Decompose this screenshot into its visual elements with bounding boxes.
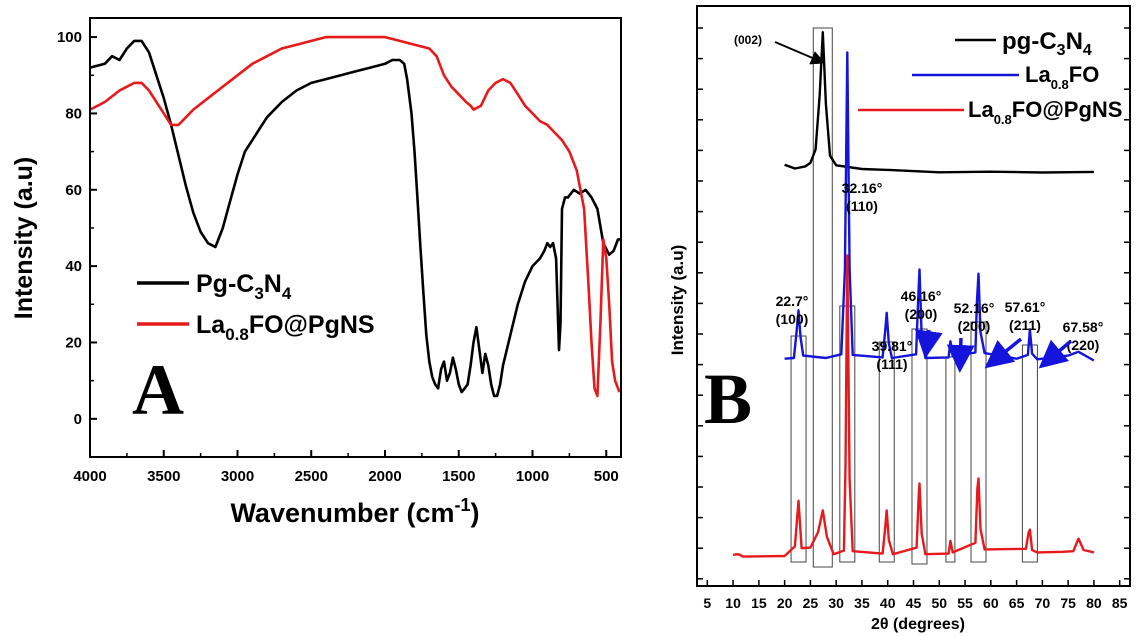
panel-a-x-tick-label: 3000 xyxy=(221,468,254,485)
panel-a-frame xyxy=(89,17,622,458)
panel-a-x-axis-title: Wavenumber (cm-1) xyxy=(230,495,479,528)
panel-b-annotations: (002) 22.7° (100) 32.16° (110) 39.81° (111) 46.… xyxy=(734,33,1104,373)
panel-a-x-tick-label: 1000 xyxy=(516,468,549,485)
panel-a-x-tick-label: 2000 xyxy=(368,468,401,485)
panel-a-x-tick-label: 3500 xyxy=(147,468,180,485)
panel-b-x-tick-label: 5 xyxy=(703,595,711,611)
panel-b-y-axis-title: Intensity (a.u) xyxy=(668,245,687,356)
panel-b: 5 10 15 20 25 30 35 40 45 50 55 60 65 70 75 80 85 2θ (de… xyxy=(668,5,1131,633)
peak-angle-label: 39.81° xyxy=(872,338,913,354)
panel-b-peak-box xyxy=(878,341,895,563)
peak-hkl-label: (211) xyxy=(1009,317,1041,333)
panel-b-peak-box xyxy=(970,321,987,563)
peak-angle-label: 57.61° xyxy=(1005,299,1046,315)
panel-b-x-axis-title: 2θ (degrees) xyxy=(871,616,965,633)
panel-b-x-tick-label: 10 xyxy=(725,595,741,611)
legend-label-pg-c3n4: pg-C3N4 xyxy=(1002,28,1092,59)
panel-b-peak-box xyxy=(1021,344,1038,563)
peak-angle-label: 32.16° xyxy=(842,180,883,196)
peak-arrow xyxy=(984,337,1023,369)
peak-arrow xyxy=(774,41,826,65)
panel-a-x-tick-label: 4000 xyxy=(73,468,106,485)
panel-a-y-tick-label: 100 xyxy=(57,29,82,46)
peak-arrow xyxy=(1038,339,1073,369)
panel-b-x-tick-label: 45 xyxy=(906,595,922,611)
panel-b-peak-box xyxy=(911,328,928,565)
panel-b-peak-box xyxy=(790,335,807,563)
panel-a-y-axis: 0 20 40 60 80 100 xyxy=(57,29,97,458)
panel-b-x-tick-label: 40 xyxy=(880,595,896,611)
panel-a-y-tick-label: 40 xyxy=(65,258,82,275)
panel-a-x-axis: 4000 3500 3000 2500 2000 1500 1000 500 xyxy=(73,450,619,485)
peak-hkl-label: (220) xyxy=(1067,337,1100,353)
panel-a: 4000 3500 3000 2500 2000 1500 1000 500 0 20 40 60 8… xyxy=(10,17,622,528)
peak-angle-label: 46.16° xyxy=(901,288,942,304)
peak-hkl-label: (100) xyxy=(776,311,809,327)
peak-hkl-label: (200) xyxy=(958,318,991,334)
peak-hkl-label: (111) xyxy=(876,356,907,372)
legend-label-la08fo: La0.8FO xyxy=(1025,62,1099,92)
panel-b-x-tick-label: 65 xyxy=(1009,595,1025,611)
panel-b-legend: pg-C3N4 La0.8FO La0.8FO@PgNS xyxy=(858,28,1122,127)
peak-angle-label: 22.7° xyxy=(776,293,809,309)
panel-b-x-tick-label: 75 xyxy=(1060,595,1076,611)
peak-hkl-label: (110) xyxy=(846,198,878,214)
panel-a-x-tick-label: 1500 xyxy=(442,468,475,485)
panel-b-x-tick-label: 15 xyxy=(751,595,767,611)
panel-b-x-tick-label: 20 xyxy=(777,595,793,611)
panel-b-x-tick-label: 30 xyxy=(828,595,844,611)
panel-b-peak-box xyxy=(945,356,956,563)
panel-b-x-tick-label: 25 xyxy=(803,595,819,611)
panel-a-y-tick-label: 80 xyxy=(65,105,82,122)
peak-hkl-label: (200) xyxy=(905,306,938,322)
panel-b-series-line-0 xyxy=(784,31,1094,174)
panel-b-x-tick-label: 60 xyxy=(983,595,999,611)
legend-label-la08fo-pgns: La0.8FO@PgNS xyxy=(196,311,375,344)
peak-arrow xyxy=(946,337,975,373)
panel-b-series-line-2 xyxy=(732,254,1095,558)
panel-a-series-line-1 xyxy=(89,35,621,398)
legend-label-la08fo-pgns: La0.8FO@PgNS xyxy=(968,97,1122,127)
panel-a-y-tick-label: 20 xyxy=(65,334,82,351)
panel-a-letter: A xyxy=(132,350,184,430)
panel-a-y-tick-label: 60 xyxy=(65,182,82,199)
panel-a-series-layer xyxy=(89,35,621,398)
panel-a-legend: Pg-C3N4 La0.8FO@PgNS xyxy=(137,270,375,344)
panel-b-x-tick-label: 80 xyxy=(1086,595,1102,611)
panel-b-x-tick-label: 55 xyxy=(957,595,973,611)
panel-a-series-line-0 xyxy=(89,39,621,398)
panel-a-x-tick-label: 500 xyxy=(594,468,619,485)
legend-label-pg-c3n4: Pg-C3N4 xyxy=(196,270,292,303)
panel-a-x-tick-label: 2500 xyxy=(295,468,328,485)
panel-b-series-line-1 xyxy=(784,51,1095,362)
panel-b-x-tick-label: 50 xyxy=(931,595,947,611)
peak-angle-label: 52.16° xyxy=(954,300,995,316)
panel-b-x-tick-label: 70 xyxy=(1035,595,1051,611)
panel-b-letter: B xyxy=(704,359,752,439)
peak-hkl-label: (002) xyxy=(734,33,762,47)
panel-a-y-tick-label: 0 xyxy=(74,411,82,428)
panel-b-x-tick-label: 35 xyxy=(854,595,870,611)
panel-b-series-layer xyxy=(732,31,1095,558)
panel-b-peak-box xyxy=(812,27,833,568)
peak-angle-label: 67.58° xyxy=(1063,319,1104,335)
panel-a-y-axis-title: Intensity (a.u) xyxy=(10,157,38,320)
peak-arrow xyxy=(914,329,943,359)
panel-b-y-axis-ticks xyxy=(697,27,1130,580)
panel-b-x-tick-label: 85 xyxy=(1112,595,1128,611)
panel-b-peak-boxes xyxy=(790,27,1038,568)
panel-b-x-axis: 5 10 15 20 25 30 35 40 45 50 55 60 65 70 75 80 85 xyxy=(703,580,1128,611)
